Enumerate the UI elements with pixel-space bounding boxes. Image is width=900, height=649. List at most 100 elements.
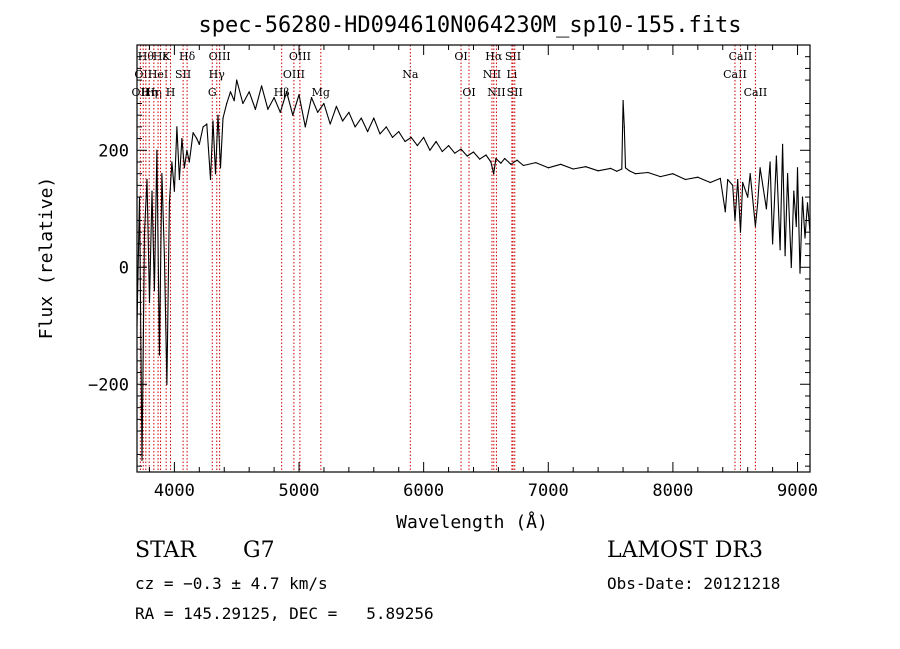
flux-data-point	[188, 161, 190, 163]
flux-data-point	[335, 105, 337, 107]
x-tick-label: 4000	[154, 481, 195, 501]
line-marker-label: OI	[454, 50, 467, 63]
flux-data-point	[217, 114, 219, 116]
flux-data-point	[196, 138, 198, 140]
flux-data-point	[516, 159, 518, 161]
flux-data-point	[769, 161, 771, 163]
flux-data-point	[398, 131, 400, 133]
line-marker-label: Li	[506, 68, 517, 81]
flux-data-point	[342, 120, 344, 122]
flux-data-point	[454, 152, 456, 154]
line-marker-label: Hε	[153, 50, 169, 63]
line-marker-label: H	[166, 86, 176, 99]
flux-data-point	[628, 170, 630, 172]
flux-data-point	[279, 111, 281, 113]
flux-data-point	[597, 170, 599, 172]
flux-data-point	[219, 167, 222, 169]
flux-data-point	[787, 173, 789, 175]
flux-data-point	[757, 202, 759, 204]
line-marker-label: Hη	[146, 86, 162, 99]
flux-data-point	[560, 163, 562, 165]
flux-data-point	[141, 459, 143, 461]
flux-data-point	[178, 178, 180, 181]
flux-data-point	[173, 190, 175, 192]
flux-data-point	[709, 181, 711, 184]
flux-data-point	[779, 249, 781, 251]
flux-data-point	[759, 167, 761, 169]
flux-data-point	[209, 178, 212, 181]
flux-data-point	[168, 202, 170, 204]
line-marker-label: SII	[175, 68, 191, 81]
line-marker-label: CaII	[723, 68, 747, 81]
flux-data-point	[229, 91, 232, 93]
flux-data-point	[367, 131, 369, 133]
flux-data-point	[749, 173, 751, 175]
flux-data-point	[151, 190, 153, 192]
flux-data-point	[261, 85, 263, 87]
flux-data-point	[391, 136, 394, 138]
flux-data-point	[772, 243, 774, 245]
flux-data-point	[737, 178, 739, 181]
flux-data-point	[672, 173, 674, 175]
flux-data-point	[460, 148, 462, 150]
flux-data-point	[310, 97, 313, 99]
line-marker-label: CaII	[744, 86, 768, 99]
line-marker-label: K	[162, 50, 171, 63]
flux-data-point	[634, 173, 637, 175]
flux-data-point	[684, 178, 687, 181]
flux-data-point	[504, 157, 506, 160]
line-marker-label: OII	[132, 86, 150, 99]
flux-data-point	[161, 173, 163, 175]
flux-data-point	[298, 94, 300, 96]
observation-date: Obs-Date: 20121218	[607, 574, 781, 593]
flux-data-point	[143, 231, 146, 233]
redshift-velocity: cz = −0.3 ± 4.7 km/s	[135, 574, 328, 593]
flux-data-point	[156, 149, 158, 151]
x-axis-label: Wavelength (Å)	[396, 511, 548, 533]
flux-data-point	[423, 136, 425, 138]
flux-data-point	[146, 178, 148, 181]
line-marker-label: OI	[462, 86, 475, 99]
flux-data-point	[273, 97, 275, 99]
flux-data-point	[410, 136, 412, 138]
line-marker-label: OIII	[289, 50, 311, 63]
flux-data-point	[734, 219, 736, 222]
flux-data-point	[153, 290, 155, 292]
flux-data-point	[323, 102, 325, 105]
line-marker-label: SII	[505, 50, 521, 63]
x-tick-label: 7000	[528, 481, 569, 501]
line-marker-label: G	[208, 86, 217, 99]
flux-data-point	[385, 126, 387, 128]
y-axis-label: Flux (relative)	[36, 177, 57, 340]
flux-data-point	[404, 140, 406, 143]
flux-data-point	[163, 255, 165, 257]
x-tick-label: 8000	[652, 481, 693, 501]
flux-data-point	[624, 167, 627, 169]
flux-data-point	[742, 181, 744, 184]
flux-data-point	[267, 108, 269, 110]
flux-data-point	[317, 111, 319, 113]
flux-data-point	[466, 155, 468, 157]
flux-data-point	[784, 255, 786, 257]
flux-data-point	[226, 102, 228, 105]
flux-data-point	[782, 143, 784, 145]
flux-data-point	[379, 133, 381, 135]
flux-data-point	[621, 168, 623, 170]
flux-data-point	[222, 117, 224, 119]
flux-data-point	[248, 91, 250, 93]
flux-data-point	[448, 145, 450, 147]
plot-frame	[136, 44, 811, 473]
flux-data-point	[500, 162, 502, 164]
flux-data-point	[765, 208, 768, 210]
y-tick-label: −200	[88, 375, 129, 395]
flux-data-point	[148, 301, 151, 303]
flux-data-point	[801, 196, 804, 198]
flux-data-point	[806, 202, 809, 204]
flux-data-point	[795, 225, 797, 227]
x-tick-label: 9000	[777, 481, 818, 501]
coordinates: RA = 145.29125, DEC = 5.89256	[135, 604, 434, 623]
line-marker-label: Hα	[485, 50, 503, 63]
flux-data-point	[732, 184, 734, 186]
line-marker-label: SII	[507, 86, 523, 99]
survey-name: LAMOST DR3	[607, 538, 763, 563]
